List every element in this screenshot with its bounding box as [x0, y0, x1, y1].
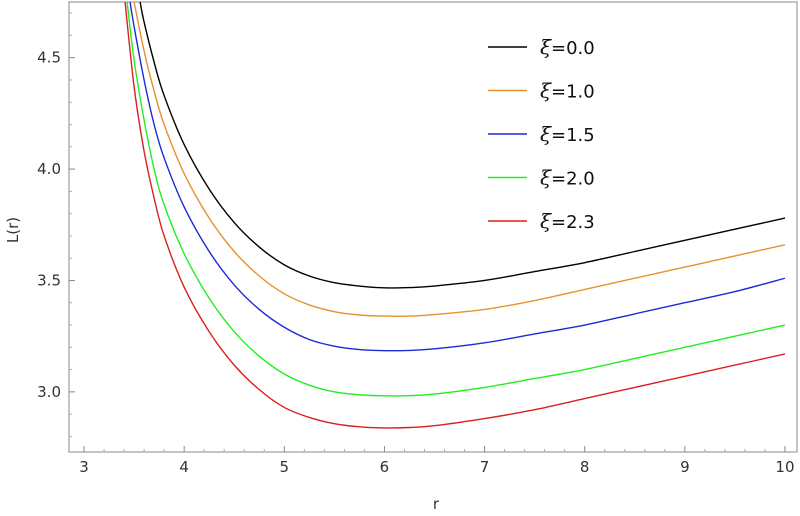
- legend-symbol: ξ: [540, 209, 552, 233]
- legend-entry: ξ=1.5: [540, 122, 595, 146]
- y-tick-label: 4.0: [37, 160, 61, 178]
- x-tick-label: 4: [179, 458, 189, 476]
- x-tick-label: 6: [380, 458, 390, 476]
- plot-border: [68, 1, 798, 453]
- series-line: [126, 2, 786, 397]
- legend-value: =2.3: [551, 212, 595, 233]
- x-axis-ticks: 3 4 5 6 7 8 9 10: [79, 446, 795, 476]
- x-tick-label: 3: [79, 458, 89, 476]
- y-axis-label: L(r): [4, 217, 22, 243]
- legend-entry: ξ=0.0: [540, 35, 595, 59]
- y-axis-ticks: 3.0 3.5 4.0 4.5: [37, 12, 75, 437]
- plot-frame: [68, 1, 798, 453]
- legend-symbol: ξ: [540, 79, 552, 103]
- x-tick-label: 8: [580, 458, 590, 476]
- x-tick-label: 7: [480, 458, 490, 476]
- legend-value: =1.0: [551, 82, 595, 103]
- y-tick-label: 3.5: [37, 271, 61, 289]
- y-tick-label: 3.0: [37, 383, 61, 401]
- legend-value: =1.5: [551, 125, 595, 146]
- legend-entry: ξ=2.3: [540, 209, 595, 233]
- legend-symbol: ξ: [540, 122, 552, 146]
- x-tick-label: 5: [280, 458, 290, 476]
- series-lines: [124, 2, 786, 429]
- legend-symbol: ξ: [540, 35, 552, 59]
- series-line: [133, 2, 786, 317]
- x-tick-label: 10: [775, 458, 794, 476]
- x-axis-label: r: [433, 495, 440, 513]
- x-tick-label: 9: [680, 458, 690, 476]
- legend-entry: ξ=2.0: [540, 166, 595, 190]
- legend: ξ=0.0ξ=1.0ξ=1.5ξ=2.0ξ=2.3: [488, 35, 595, 233]
- legend-value: =2.0: [551, 169, 595, 190]
- series-line: [129, 2, 786, 352]
- legend-entry: ξ=1.0: [540, 79, 595, 103]
- legend-symbol: ξ: [540, 166, 552, 190]
- series-line: [124, 2, 786, 429]
- series-line: [139, 2, 786, 289]
- legend-value: =0.0: [551, 38, 595, 59]
- y-tick-label: 4.5: [37, 49, 61, 67]
